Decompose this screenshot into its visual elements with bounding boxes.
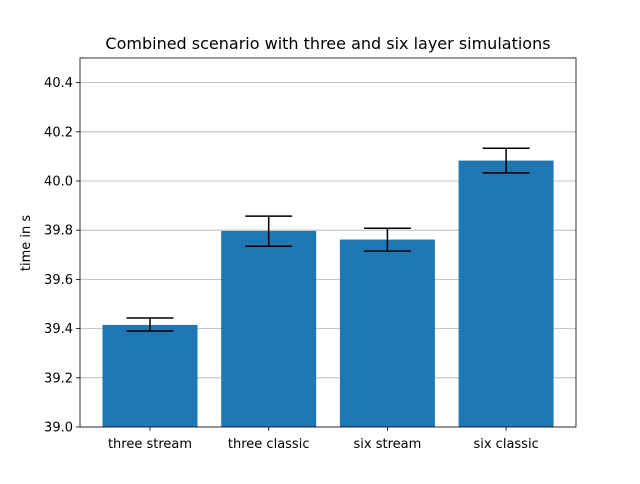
y-tick-label: 39.8	[44, 224, 73, 239]
y-tick-label: 40.0	[44, 175, 73, 190]
error-bars	[126, 147, 530, 332]
x-tick-label: six stream	[354, 437, 422, 452]
y-tick-label: 39.2	[44, 371, 73, 386]
y-tick-label: 39.6	[44, 273, 73, 288]
y-axis-label: time in s	[19, 215, 34, 271]
x-tick-label: three stream	[108, 437, 192, 452]
bar	[339, 239, 435, 427]
x-tick-label: six classic	[473, 437, 538, 452]
y-tick-label: 40.4	[44, 76, 73, 91]
bar	[458, 160, 554, 427]
axes: 39.0 39.2 39.4 39.6 39.8 40.0 40.2 40.4 three st…	[44, 57, 577, 452]
x-tick-label: three classic	[228, 437, 310, 452]
bar	[221, 230, 317, 427]
y-tick-label: 39.4	[44, 322, 73, 337]
bars	[102, 160, 554, 427]
y-tick-label: 40.2	[44, 125, 73, 140]
bar	[102, 324, 198, 427]
y-tick-label: 39.0	[44, 421, 73, 436]
plot-frame	[79, 57, 577, 428]
chart-title: Combined scenario with three and six lay…	[105, 34, 550, 53]
